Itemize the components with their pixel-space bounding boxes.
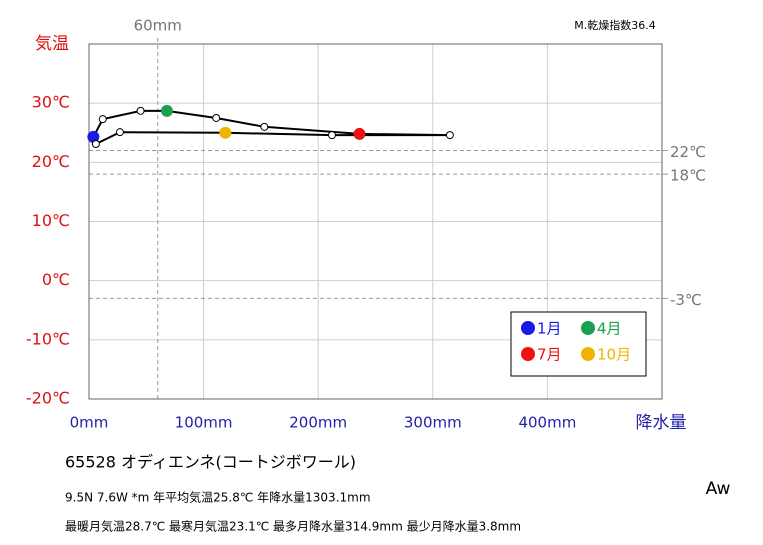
month-point <box>136 106 145 115</box>
reference-label: 60mm <box>134 17 182 35</box>
climate-class: Aw <box>706 479 731 499</box>
legend-label: 1月 <box>537 320 562 338</box>
month-point <box>219 126 232 139</box>
legend-label: 7月 <box>537 346 562 364</box>
month-point <box>260 122 269 131</box>
y-tick-label: 20℃ <box>32 152 70 171</box>
month-point <box>445 131 454 140</box>
month-point <box>212 113 221 122</box>
info-line: 9.5N 7.6W *m 年平均気温25.8℃ 年降水量1303.1mm <box>65 490 371 505</box>
month-point <box>327 131 336 140</box>
x-tick-label: 0mm <box>70 414 109 432</box>
legend-marker <box>521 321 535 335</box>
dryness-index: M.乾燥指数36.4 <box>574 18 655 32</box>
reference-label: -3℃ <box>670 291 702 309</box>
reference-label: 22℃ <box>670 143 706 161</box>
y-tick-label: -10℃ <box>26 329 70 348</box>
month-point <box>353 127 366 140</box>
month-point <box>115 128 124 137</box>
legend-label: 10月 <box>597 346 631 364</box>
month-point <box>91 139 100 148</box>
legend-box <box>510 311 647 377</box>
legend-marker <box>521 347 535 361</box>
info-line: 最暖月気温28.7℃ 最寒月気温23.1℃ 最多月降水量314.9mm 最少月降… <box>65 519 521 534</box>
y-tick-label: 10℃ <box>32 211 70 230</box>
legend-label: 4月 <box>597 320 622 338</box>
y-tick-label: 30℃ <box>32 93 70 112</box>
station: 65528 オディエンネ(コートジボワール) <box>65 453 356 472</box>
y-axis-label: 気温 <box>35 34 69 54</box>
x-axis-label: 降水量 <box>636 413 687 433</box>
y-tick-label: -20℃ <box>26 389 70 408</box>
legend-marker <box>581 321 595 335</box>
reference-label: 18℃ <box>670 167 706 185</box>
legend-marker <box>581 347 595 361</box>
y-tick-label: 0℃ <box>42 270 70 289</box>
plot-border <box>88 43 663 400</box>
x-tick-label: 400mm <box>518 414 576 432</box>
month-point <box>160 104 173 117</box>
month-point <box>98 115 107 124</box>
x-tick-label: 100mm <box>175 414 233 432</box>
x-tick-label: 300mm <box>404 414 462 432</box>
x-tick-label: 200mm <box>289 414 347 432</box>
